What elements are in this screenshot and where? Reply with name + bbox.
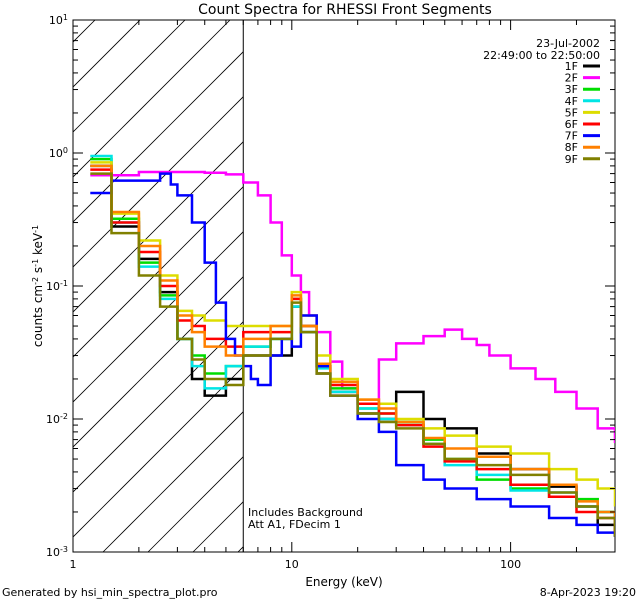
footer-generated-by: Generated by hsi_min_spectra_plot.pro <box>2 586 218 599</box>
y-axis-label: counts cm-2 s-1 keV-1 <box>31 225 46 347</box>
hatch-line <box>73 96 244 268</box>
legend-label-5F: 5F <box>565 106 578 119</box>
y-tick-label: 100 <box>49 146 68 161</box>
legend-label-9F: 9F <box>565 153 578 166</box>
legend-label-6F: 6F <box>565 118 578 131</box>
series-line-7F <box>90 172 615 537</box>
hatch-line <box>73 321 244 493</box>
observation-date: 23-Jul-2002 <box>536 37 600 50</box>
y-tick-label: 10-2 <box>46 412 68 427</box>
y-tick-label: 10-1 <box>46 279 68 294</box>
series-line-8F <box>90 164 615 525</box>
legend-label-3F: 3F <box>565 83 578 96</box>
footer-timestamp: 8-Apr-2023 19:20 <box>540 586 636 599</box>
hatch-line <box>73 231 244 403</box>
series-line-5F <box>90 161 615 507</box>
x-tick-label: 100 <box>500 558 521 571</box>
series-line-9F <box>90 172 615 537</box>
time-range: 22:49:00 to 22:50:00 <box>483 49 600 62</box>
legend-label-4F: 4F <box>565 95 578 108</box>
legend-label-2F: 2F <box>565 72 578 85</box>
y-tick-label: 101 <box>49 13 68 28</box>
hatch-line <box>73 20 141 88</box>
x-tick-label: 10 <box>285 558 299 571</box>
annotation-attenuator: Att A1, FDecim 1 <box>248 518 341 531</box>
chart-title: Count Spectra for RHESSI Front Segments <box>198 2 492 18</box>
y-tick-label: 10-3 <box>46 545 68 560</box>
hatch-line <box>73 366 244 538</box>
hatch-line <box>73 141 244 313</box>
annotation-background: Includes Background <box>248 506 363 519</box>
hatch-line <box>102 411 244 552</box>
x-tick-label: 1 <box>70 558 77 571</box>
legend-label-1F: 1F <box>565 60 578 73</box>
hatch-line <box>73 20 186 133</box>
legend-label-8F: 8F <box>565 141 578 154</box>
hatch-line <box>73 186 244 358</box>
plot-frame <box>72 19 616 553</box>
x-axis-label: Energy (keV) <box>305 575 382 589</box>
hatch-line <box>73 20 231 178</box>
hatch-line <box>0 0 118 552</box>
series-line-3F <box>90 157 615 529</box>
legend-label-7F: 7F <box>565 130 578 143</box>
